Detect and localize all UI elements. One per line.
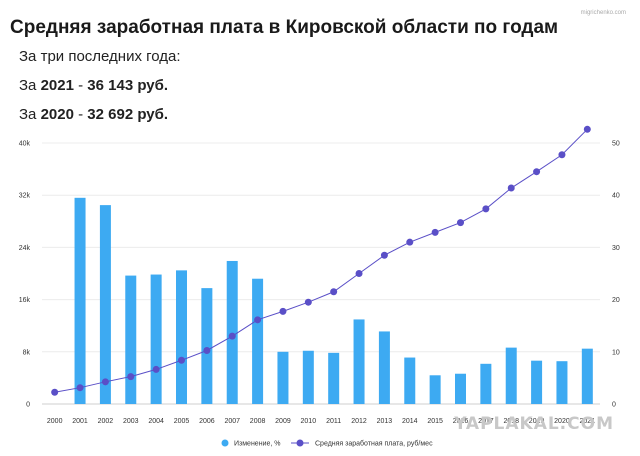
series-line [54,128,588,393]
right-axis-tick-label: 20 [612,297,620,304]
x-axis-tick-label: 2011 [326,418,341,425]
left-axis-tick-label: 40k [19,141,31,148]
left-axis-tick-label: 8k [23,349,31,356]
watermark: YAPLAKAL.COM [454,414,614,434]
line-point [330,288,338,296]
line-point [482,205,490,213]
line-point [507,184,515,192]
summary-prefix: За [19,77,37,94]
bar [176,270,187,404]
x-axis-tick-label: 2017 [478,418,494,425]
line-point [203,346,211,354]
x-axis-tick-label: 2014 [402,418,418,425]
line-point [178,356,185,364]
bar [302,350,314,404]
x-axis-tick-label: 2021 [580,418,596,425]
bar [201,288,213,404]
x-axis-tick-label: 2018 [503,418,519,425]
x-axis-tick-label: 2005 [174,418,190,425]
line-point [355,270,363,277]
summary-value: 32 692 руб. [87,106,169,123]
left-axis-tick-label: 16k [19,297,31,304]
line-point [304,298,312,306]
x-axis-tick-label: 2010 [301,418,317,425]
legend-swatch-bars [221,439,229,447]
summary-separator: - [78,77,84,94]
bar [378,331,390,404]
line-point [127,373,135,381]
left-axis-tick-label: 32k [19,193,31,200]
x-axis-tick-label: 2020 [554,418,570,425]
x-axis-tick-label: 2015 [427,418,443,425]
left-axis-tick-label: 24k [19,245,31,252]
legend-label-bars: Изменение, % [234,441,281,448]
left-axis-tick-label: 0 [26,402,30,409]
legend-swatch-line-point [296,439,304,447]
bar [99,205,111,404]
line-point [380,251,388,259]
legend-label-line: Средняя заработная плата, руб/мес [315,440,433,448]
x-axis-tick-label: 2001 [72,418,88,425]
summary-year: 2021 [40,77,74,94]
x-axis-tick-label: 2019 [529,418,545,425]
bar [74,197,86,404]
summary-prefix: За [19,106,37,123]
right-axis-tick-label: 0 [612,402,616,409]
line-point [76,384,84,392]
summary-separator: - [78,106,84,123]
x-axis-tick-label: 2004 [148,418,164,425]
right-axis-tick-label: 10 [612,349,620,356]
bar [556,361,568,404]
x-axis-tick-label: 2000 [47,418,63,425]
subtitle: За три последних года: [19,48,181,65]
line-point [228,332,236,340]
bar [125,275,137,404]
x-axis-tick-label: 2012 [351,418,367,425]
x-axis-tick-label: 2008 [250,418,266,425]
line-point [583,125,591,133]
line-point [558,151,566,159]
line-point [51,388,59,396]
summary-line-2021: За 2021 - 36 143 руб. [19,77,168,94]
summary-year: 2020 [40,106,74,123]
x-axis-tick-label: 2007 [224,418,240,425]
summary-line-2020: За 2020 - 32 692 руб. [19,106,168,123]
source-label: migrichenko.com [580,10,626,16]
right-axis-tick-label: 50 [612,141,620,148]
line-point [406,238,414,246]
bar [150,274,162,404]
bar [429,375,441,404]
line-point [254,316,262,324]
line-point [431,228,439,236]
summary-value: 36 143 руб. [87,77,169,94]
x-axis-tick-label: 2009 [275,418,291,425]
x-axis-tick-label: 2002 [98,418,114,425]
right-axis-tick-label: 40 [612,193,620,200]
bar [277,351,289,404]
bar [455,373,466,404]
right-axis-tick-label: 30 [612,245,620,252]
bar [505,347,517,404]
bar [353,319,365,404]
page-title: Средняя заработная плата в Кировской обл… [10,17,559,38]
x-axis-tick-label: 2016 [453,418,469,425]
x-axis-tick-label: 2013 [377,418,393,425]
line-point [457,219,464,227]
bar [480,363,492,404]
line-point [152,365,160,373]
x-axis-tick-label: 2006 [199,418,215,425]
bar [404,357,416,404]
bar [581,348,593,404]
bar [328,352,340,404]
line-point [533,168,541,176]
line-point [279,307,287,315]
bar [226,260,238,404]
bar [252,278,264,404]
bar [531,360,543,404]
x-axis-tick-label: 2003 [123,418,139,425]
line-point [101,378,109,386]
